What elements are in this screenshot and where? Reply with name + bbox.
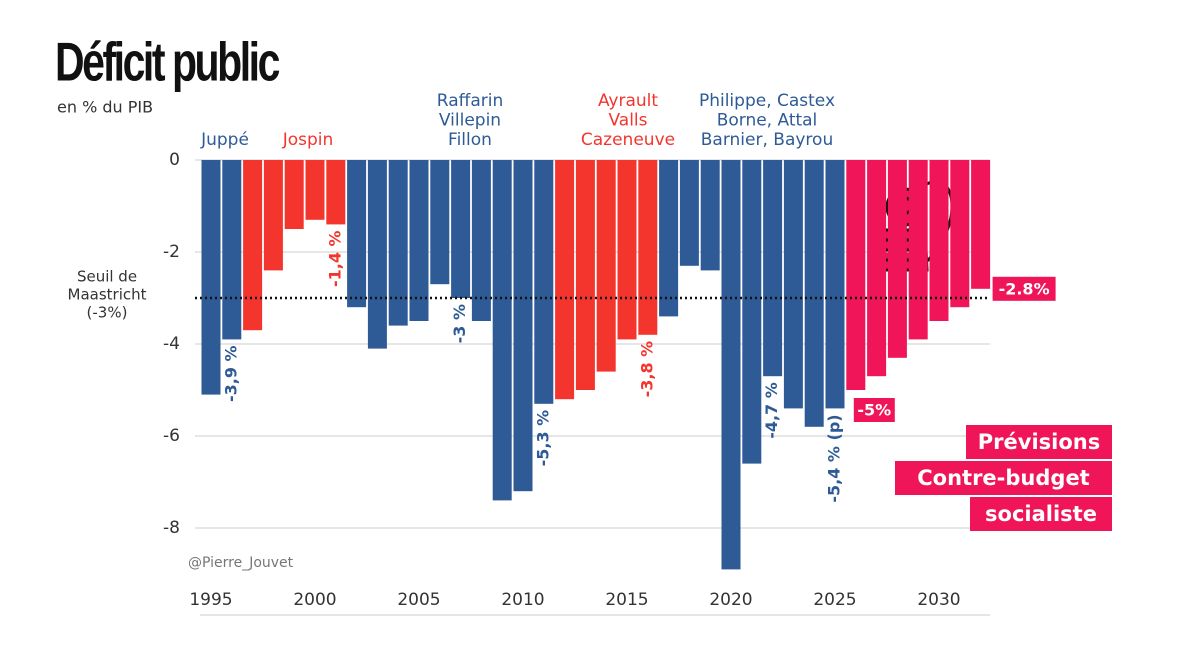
value-label: -5% [857, 401, 891, 420]
bar [388, 160, 408, 326]
bar [347, 160, 367, 308]
bar [596, 160, 616, 372]
government-label: Villepin [439, 111, 501, 131]
bar [263, 160, 283, 271]
y-tick-label: 0 [169, 150, 180, 170]
value-label-box [853, 398, 895, 422]
bar [887, 160, 907, 358]
y-tick-label: -8 [163, 518, 180, 538]
bar [638, 160, 658, 335]
bar [867, 160, 887, 377]
value-label: -3,9 % [221, 345, 240, 402]
bar [825, 160, 845, 409]
x-tick-label: 2000 [293, 590, 336, 610]
bar [451, 160, 471, 298]
bar [534, 160, 554, 404]
credit: @Pierre_Jouvet [188, 555, 294, 571]
value-label: -3,8 % [637, 341, 656, 398]
x-tick-label: 2020 [709, 590, 752, 610]
government-label: Borne, Attal [717, 111, 818, 131]
bar [513, 160, 533, 492]
government-label: Ayrault [598, 91, 658, 111]
value-label: -2.8% [999, 279, 1050, 298]
bar [492, 160, 512, 501]
government-label: Fillon [448, 130, 492, 150]
threshold-label: Seuil de [77, 268, 137, 286]
government-label: Valls [608, 111, 647, 131]
forecast-note: Contre-budget [917, 466, 1089, 490]
x-tick-label: 2030 [917, 590, 960, 610]
government-label: Jospin [282, 130, 334, 150]
bar [430, 160, 450, 285]
threshold-label: Maastricht [68, 286, 147, 304]
bar [659, 160, 679, 317]
bar [763, 160, 783, 377]
value-label: -4,7 % [762, 382, 781, 439]
bar [804, 160, 824, 427]
government-label: Barnier, Bayrou [701, 130, 833, 150]
chart-title: Déficit public [55, 32, 280, 93]
bar [575, 160, 595, 390]
bar [929, 160, 949, 321]
x-tick-label: 2025 [813, 590, 856, 610]
bar [326, 160, 346, 225]
bar [471, 160, 491, 321]
bar [284, 160, 304, 229]
government-label: Cazeneuve [581, 130, 675, 150]
value-label: -1,4 % [325, 230, 344, 287]
y-tick-label: -2 [163, 242, 180, 262]
bar [846, 160, 866, 390]
bar [742, 160, 762, 464]
government-label: Juppé [200, 130, 249, 150]
x-tick-label: 2010 [501, 590, 544, 610]
bar [367, 160, 387, 349]
value-label: -5,4 % (p) [825, 414, 844, 502]
forecast-box [966, 425, 1112, 459]
forecast-note: Prévisions [978, 430, 1100, 454]
bar [783, 160, 803, 409]
subtitle: en % du PIB [57, 98, 153, 117]
bar [222, 160, 242, 340]
x-tick-label: 1995 [189, 590, 232, 610]
bar [908, 160, 928, 340]
threshold-label: (-3%) [87, 304, 128, 322]
y-tick-label: -4 [163, 334, 180, 354]
bar [679, 160, 699, 266]
forecast-note: socialiste [985, 502, 1097, 526]
x-tick-label: 2015 [605, 590, 648, 610]
bar [201, 160, 221, 395]
government-label: Philippe, Castex [699, 91, 835, 111]
forecast-box [895, 461, 1112, 495]
bar [950, 160, 970, 308]
bar [971, 160, 991, 289]
forecast-box [970, 497, 1112, 531]
value-label: -3 % [450, 304, 469, 343]
bar [700, 160, 720, 271]
bar [243, 160, 263, 331]
bar [305, 160, 325, 220]
value-label-box [992, 276, 1056, 301]
value-label: -5,3 % [533, 410, 552, 467]
bar [409, 160, 429, 321]
government-label: Raffarin [437, 91, 503, 111]
bar [721, 160, 741, 570]
y-tick-label: -6 [163, 426, 180, 446]
bar [617, 160, 637, 340]
x-tick-label: 2005 [397, 590, 440, 610]
bar [555, 160, 575, 400]
